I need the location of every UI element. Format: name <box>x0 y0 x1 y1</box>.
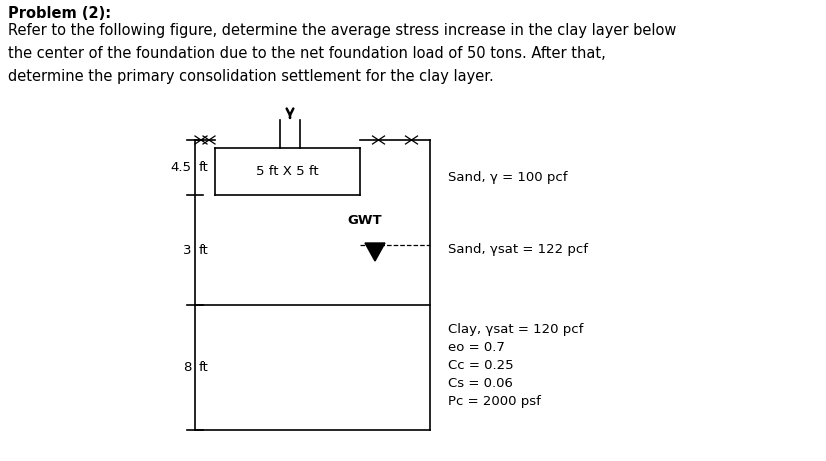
Text: Clay, γsat = 120 pcf: Clay, γsat = 120 pcf <box>448 323 583 336</box>
Text: Sand, γsat = 122 pcf: Sand, γsat = 122 pcf <box>448 243 588 256</box>
Text: Cc = 0.25: Cc = 0.25 <box>448 359 514 372</box>
Text: 3: 3 <box>183 243 191 256</box>
Text: eo = 0.7: eo = 0.7 <box>448 341 505 354</box>
Polygon shape <box>365 243 385 261</box>
Text: GWT: GWT <box>347 214 382 227</box>
Text: 5 ft X 5 ft: 5 ft X 5 ft <box>256 165 319 178</box>
Text: 8: 8 <box>183 361 191 374</box>
Text: Pc = 2000 psf: Pc = 2000 psf <box>448 395 541 408</box>
Text: Sand, γ = 100 pcf: Sand, γ = 100 pcf <box>448 171 567 184</box>
Text: ft: ft <box>199 243 209 256</box>
Text: Cs = 0.06: Cs = 0.06 <box>448 377 513 390</box>
Text: Refer to the following figure, determine the average stress increase in the clay: Refer to the following figure, determine… <box>8 23 676 83</box>
Text: ft: ft <box>199 161 209 174</box>
Text: 4.5: 4.5 <box>170 161 191 174</box>
Text: Problem (2):: Problem (2): <box>8 6 112 21</box>
Text: ft: ft <box>199 361 209 374</box>
